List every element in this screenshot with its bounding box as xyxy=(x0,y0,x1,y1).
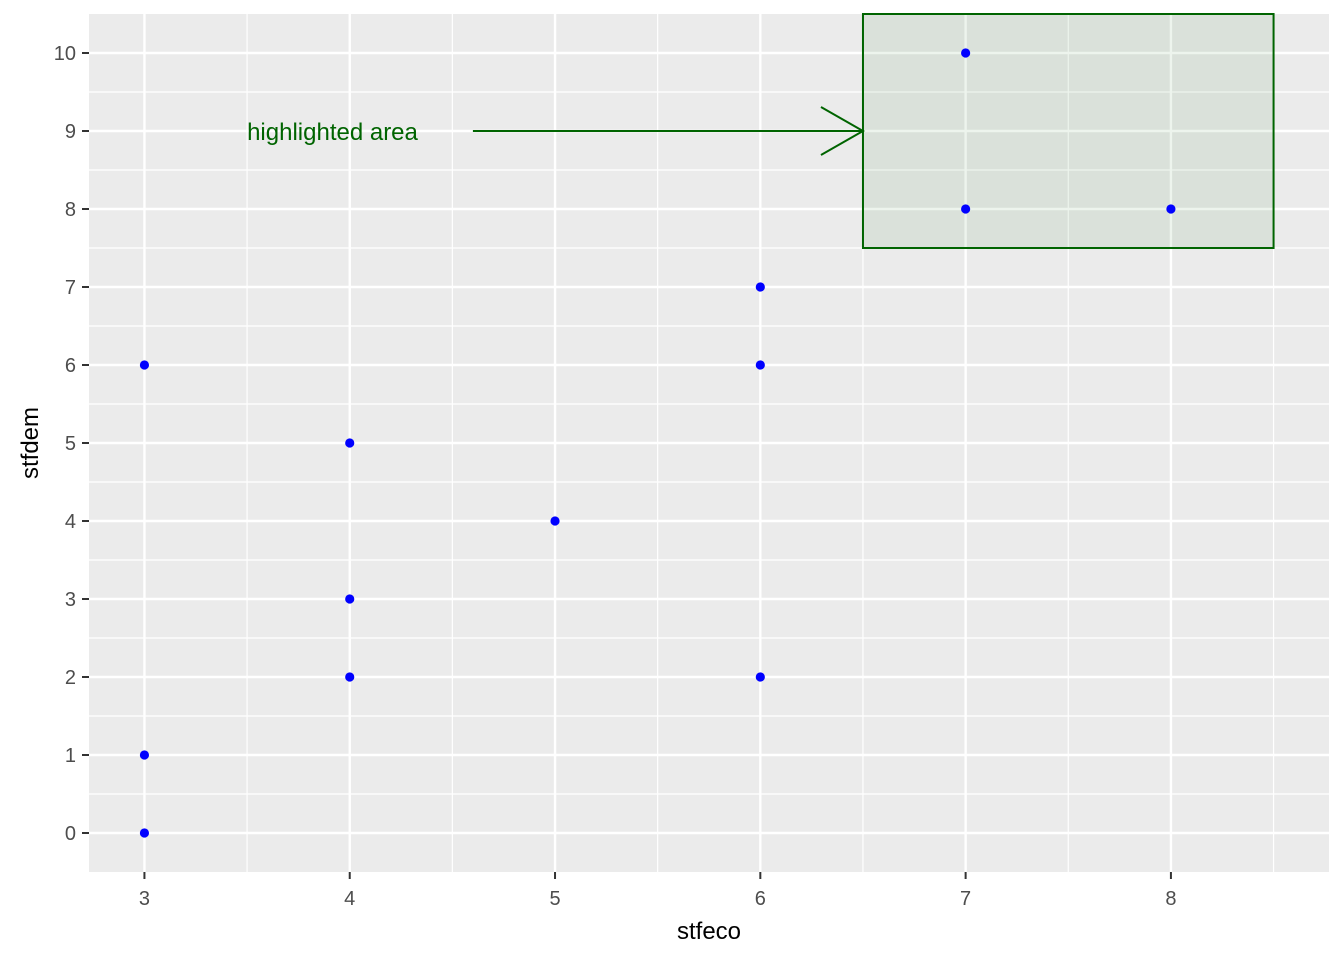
y-tick-label: 1 xyxy=(65,745,76,767)
x-tick-label: 3 xyxy=(139,888,150,910)
data-point xyxy=(345,438,355,448)
annotation-layer: highlighted area xyxy=(247,106,865,156)
major-gridlines xyxy=(89,14,1329,872)
x-tick-label: 7 xyxy=(960,888,971,910)
data-point xyxy=(139,828,150,838)
y-tick-label: 7 xyxy=(65,277,76,299)
x-tick-label: 6 xyxy=(755,888,766,910)
highlight-rectangle xyxy=(861,13,1275,249)
data-point xyxy=(345,594,355,604)
data-point xyxy=(755,360,765,370)
annotation-label: highlighted area xyxy=(247,119,418,146)
y-tick-label: 5 xyxy=(65,433,76,455)
x-tick-label: 8 xyxy=(1165,888,1176,910)
data-point xyxy=(755,282,765,292)
y-tick-label: 4 xyxy=(65,511,76,533)
x-axis-title: stfeco xyxy=(677,918,741,945)
y-tick-label: 8 xyxy=(65,199,76,221)
y-tick-label: 10 xyxy=(54,43,76,65)
data-point xyxy=(345,672,355,682)
minor-gridlines xyxy=(89,14,1329,872)
annotation-arrow-head xyxy=(820,106,865,156)
y-tick-label: 2 xyxy=(65,667,76,689)
data-point xyxy=(961,204,971,214)
y-tick-label: 3 xyxy=(65,589,76,611)
highlight-layer xyxy=(861,13,1275,249)
y-tick-label: 6 xyxy=(65,355,76,377)
x-tick-label: 4 xyxy=(344,888,355,910)
data-point xyxy=(1166,204,1176,214)
data-point xyxy=(550,516,560,526)
y-axis: 0 1 2 3 4 5 6 7 8 9 10 xyxy=(54,43,89,845)
x-axis: 3 4 5 6 7 8 xyxy=(139,872,1176,910)
data-point xyxy=(961,48,971,58)
y-tick-label: 9 xyxy=(65,121,76,143)
data-point xyxy=(139,750,150,760)
points-layer xyxy=(139,48,1176,838)
data-point xyxy=(755,672,765,682)
y-tick-label: 0 xyxy=(65,823,76,845)
y-axis-title: stfdem xyxy=(17,407,44,479)
data-point xyxy=(139,360,150,370)
x-tick-label: 5 xyxy=(549,888,560,910)
